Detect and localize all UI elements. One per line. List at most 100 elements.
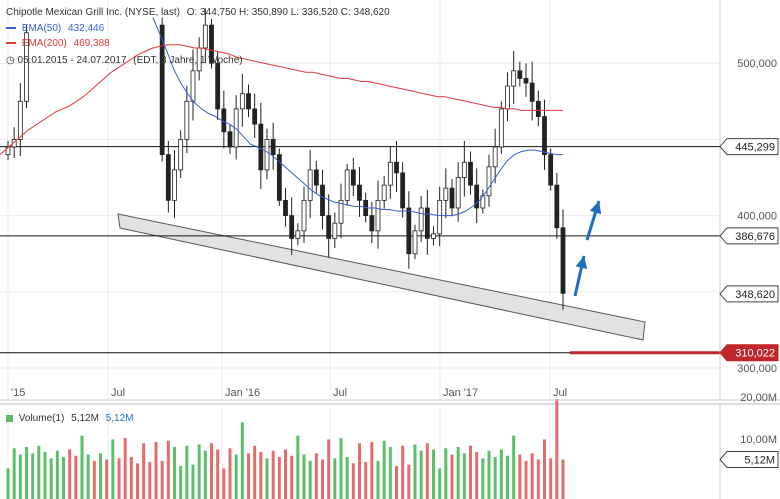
- candle-body: [369, 215, 375, 232]
- volume-bar: [512, 435, 516, 499]
- candle-body: [252, 108, 258, 125]
- candle-body: [375, 199, 381, 232]
- x-tick-label: Jul: [553, 387, 567, 399]
- volume-bar: [129, 457, 133, 499]
- volume-bar: [105, 459, 109, 499]
- chart-title-legend: Chipotle Mexican Grill Inc. (NYSE, last)…: [6, 7, 390, 18]
- candle-body: [548, 154, 554, 186]
- x-tick-label: Jan '16: [225, 387, 260, 399]
- volume-bar: [462, 453, 466, 499]
- volume-bar: [277, 457, 281, 499]
- volume-label-box: [719, 450, 779, 468]
- volume-bar: [191, 464, 195, 499]
- volume-bar: [179, 465, 183, 499]
- volume-bar: [173, 446, 176, 499]
- volume-bar: [148, 462, 152, 499]
- volume-bar: [302, 454, 306, 499]
- candle-body: [424, 207, 430, 239]
- volume-bar: [49, 458, 53, 499]
- volume-bar: [333, 458, 337, 499]
- volume-bar: [543, 439, 546, 499]
- volume-bar: [518, 454, 522, 499]
- candle-body: [184, 100, 190, 140]
- y-tick-label: 500,000: [737, 58, 777, 70]
- candle-body: [431, 233, 436, 239]
- volume-bar: [253, 445, 257, 499]
- volume-bar: [234, 454, 238, 499]
- ema50-line: [152, 17, 563, 217]
- volume-bar: [216, 449, 220, 499]
- candle-body: [202, 24, 208, 49]
- candle-body: [542, 116, 547, 156]
- volume-bar: [438, 468, 442, 499]
- ema200-legend: EMA(200) 469,388: [6, 38, 110, 49]
- candle-body: [523, 78, 529, 84]
- candle-body: [505, 85, 510, 110]
- candle-body: [215, 62, 221, 110]
- volume-bar: [117, 458, 121, 499]
- volume-bar: [388, 446, 392, 499]
- volume-bar: [123, 438, 127, 499]
- period-legend: ◷ 05.01.2015 - 24.07.2017 (EDT, 3 Jahre,…: [6, 55, 243, 66]
- candle-body: [437, 199, 443, 235]
- volume-label-text: 5,12M: [744, 454, 775, 466]
- candle-body: [24, 32, 29, 102]
- candle-body: [332, 222, 338, 239]
- candle-body: [394, 161, 399, 174]
- candle-body: [461, 161, 467, 178]
- overlays: [0, 146, 720, 355]
- volume-bar: [185, 445, 189, 499]
- ema200-label: EMA(200): [21, 38, 67, 49]
- price-label-box: [719, 138, 779, 156]
- axes: 700,000650,000600,000550,000500,000400,0…: [0, 0, 780, 468]
- volume-bar: [6, 468, 10, 499]
- volume-bar: [444, 448, 448, 499]
- volume-bar: [197, 444, 201, 499]
- candle-body: [295, 230, 301, 239]
- volume-bar: [308, 460, 312, 499]
- volume-bar: [99, 453, 102, 499]
- volume-bar: [524, 460, 528, 499]
- volume-bar: [228, 448, 232, 499]
- ema200-line: [0, 44, 563, 155]
- candle-body: [412, 230, 418, 255]
- x-tick-label: Jan '17: [443, 387, 478, 399]
- volume-label: Volume(1): [18, 413, 65, 424]
- volume-bar: [25, 446, 28, 499]
- candle-body: [159, 24, 165, 156]
- volume-bar: [345, 457, 349, 499]
- candle-body: [264, 138, 270, 171]
- candle-body: [418, 207, 424, 232]
- volume-bar: [284, 449, 287, 499]
- volume-bar: [37, 445, 41, 499]
- volume-bar: [493, 457, 497, 499]
- candle-body: [239, 93, 245, 110]
- volume-bar: [31, 453, 35, 499]
- volume-bar: [271, 450, 275, 499]
- volume-value-green: 5,12M: [71, 413, 99, 424]
- price-label-box: [719, 227, 779, 245]
- volume-bar: [425, 443, 429, 499]
- volume-bar: [136, 463, 139, 499]
- candle-body: [357, 184, 362, 201]
- volume-bar: [18, 454, 22, 499]
- volume-bar: [481, 458, 485, 499]
- candle-body: [443, 187, 449, 201]
- volume-bar: [62, 457, 65, 499]
- x-tick-label: '15: [11, 387, 25, 399]
- ohlc-values: O: 344,750 H: 350,890 L: 336,520 C: 348,…: [186, 7, 390, 18]
- candle-body: [258, 123, 264, 171]
- volume-tick-label: 10,00M: [740, 434, 777, 446]
- candle-body: [529, 82, 535, 102]
- candle-body: [320, 184, 325, 216]
- volume-swatch: [6, 414, 13, 422]
- candle-body: [190, 70, 196, 102]
- volume-bar: [364, 462, 368, 499]
- candle-body: [246, 93, 251, 110]
- ema50-label: EMA(50): [21, 23, 62, 34]
- volume-bar: [530, 453, 534, 499]
- candle-body: [307, 169, 313, 201]
- volume-bar: [419, 450, 423, 499]
- candle-body: [381, 184, 387, 201]
